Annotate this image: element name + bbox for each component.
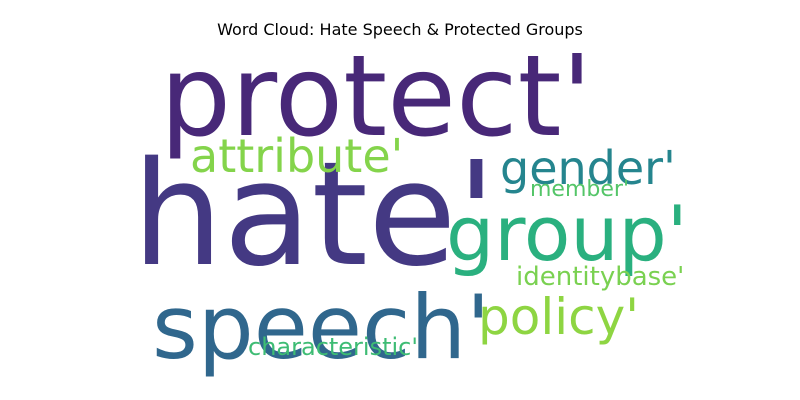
word-speech: speech' — [152, 276, 490, 379]
word-policy: policy' — [478, 288, 639, 346]
word-hate: hate' — [132, 130, 496, 298]
word-gender: gender' — [500, 141, 676, 195]
figure-title: Word Cloud: Hate Speech & Protected Grou… — [217, 20, 583, 39]
word-characteristic: characteristic' — [248, 333, 418, 361]
word-member: member' — [530, 177, 629, 202]
word-identitybase: identitybase' — [516, 262, 684, 292]
word-attribute: attribute' — [190, 129, 403, 183]
word-group: group' — [446, 189, 688, 278]
word-protect: protect' — [160, 32, 592, 162]
